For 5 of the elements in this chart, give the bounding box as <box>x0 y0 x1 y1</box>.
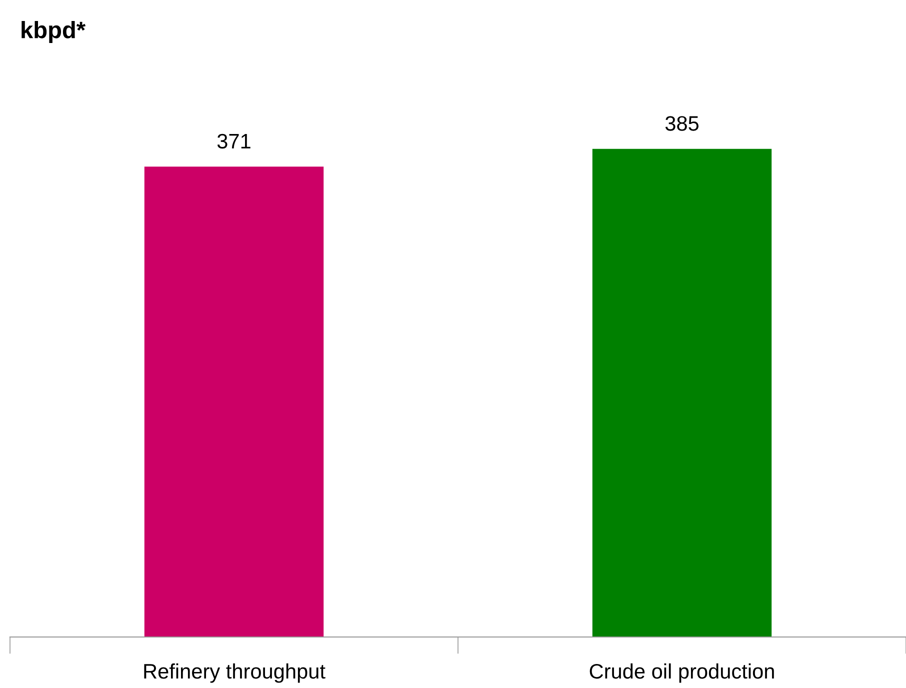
data-label: 385 <box>665 116 699 131</box>
x-tick-label: Refinery throughput <box>144 663 326 683</box>
x-tick-label: Crude oil production <box>590 663 774 683</box>
chart-title: kbpd* <box>22 20 86 44</box>
data-label: 371 <box>217 134 250 149</box>
